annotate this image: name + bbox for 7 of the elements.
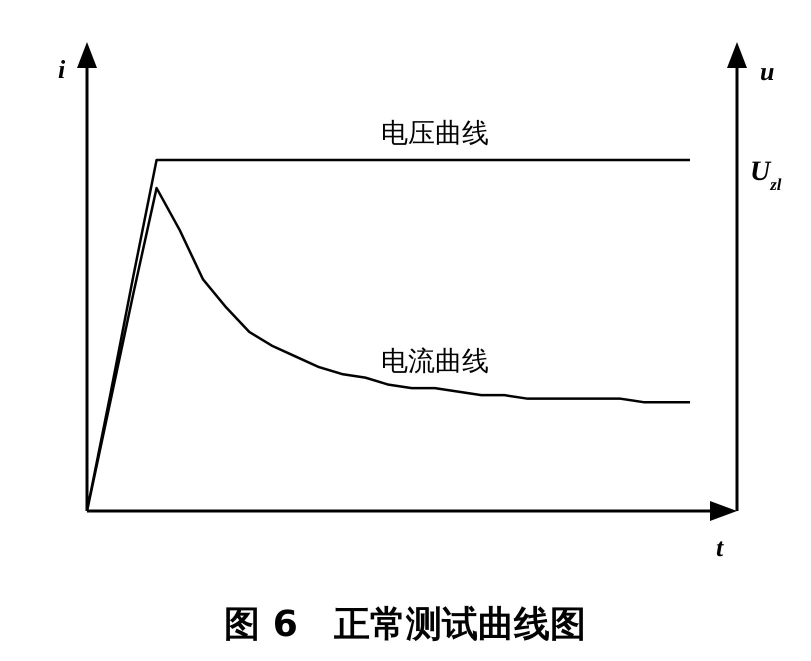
series-label: 电压曲线: [380, 118, 489, 149]
y2-axis-title: u: [760, 57, 774, 86]
x-axis-title: t: [716, 533, 724, 562]
text: 图 6 正常测试曲线图: [224, 604, 586, 645]
series-label: 电流曲线: [380, 346, 489, 378]
y-axis-title: i: [58, 55, 66, 84]
text: U$_{zl}$: [750, 156, 782, 194]
